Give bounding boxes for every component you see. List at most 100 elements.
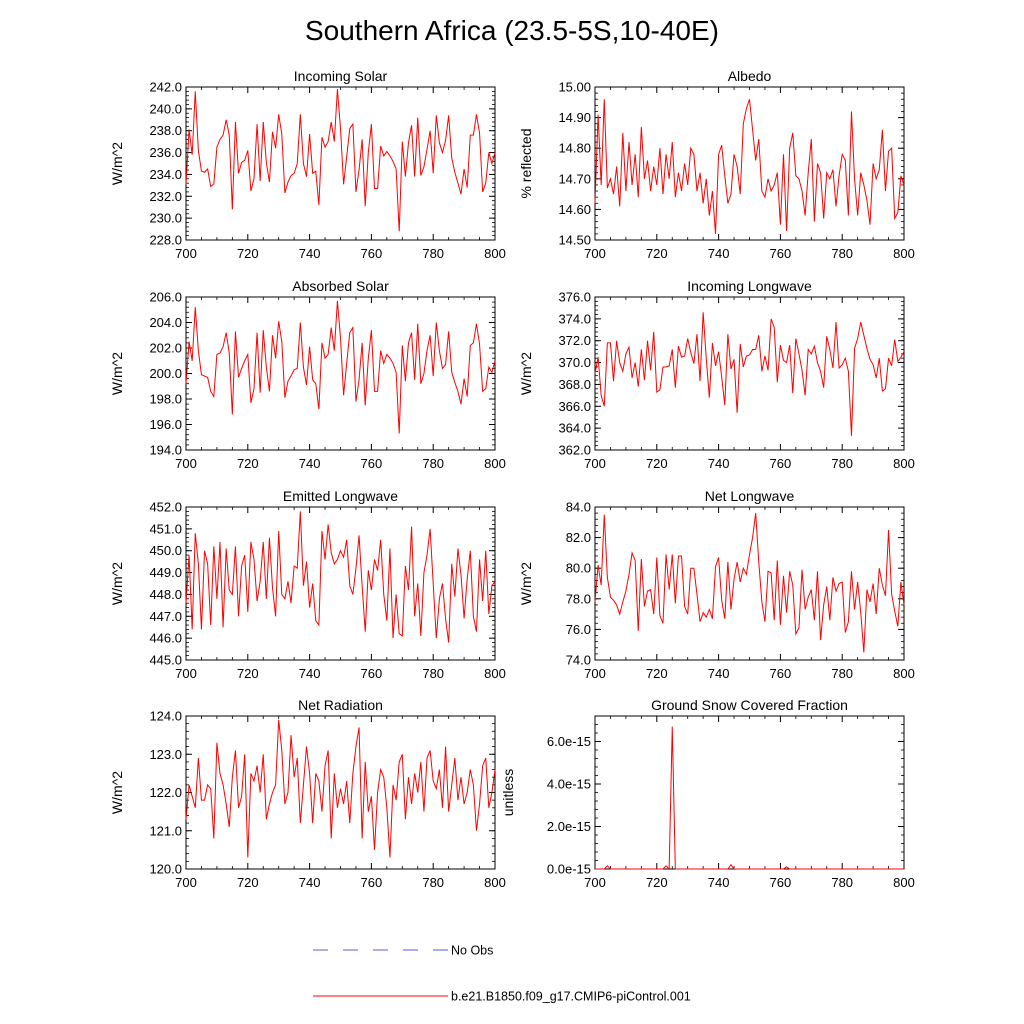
x-tick-label: 760: [361, 246, 383, 261]
x-tick-label: 740: [708, 666, 730, 681]
x-tick-label: 720: [646, 875, 668, 890]
series-line-ground-snow-covered-fraction: [595, 726, 904, 871]
y-axis-label: W/m^2: [518, 562, 534, 605]
x-tick-label: 720: [646, 246, 668, 261]
y-tick-label: 448.0: [149, 587, 182, 602]
series-line-net-radiation: [185, 719, 496, 858]
plot-frame: [594, 296, 905, 451]
y-tick-label: 2.0e-15: [547, 819, 591, 834]
y-tick-label: 228.0: [149, 233, 182, 248]
y-tick-label: 120.0: [149, 862, 182, 877]
panel-title: Emitted Longwave: [283, 488, 398, 504]
series-line-net-longwave: [594, 513, 905, 653]
x-tick-label: 740: [708, 246, 730, 261]
y-tick-label: 446.0: [149, 631, 182, 646]
y-tick-label: 374.0: [558, 311, 591, 326]
x-tick-label: 700: [175, 875, 197, 890]
y-axis-label: unitless: [500, 769, 516, 816]
panel-absorbed-solar: Absorbed Solar 700 720 740 760 780 800 194.0 196…: [109, 278, 506, 471]
y-axis-label: W/m^2: [109, 352, 125, 395]
y-tick-label: 194.0: [149, 443, 182, 458]
x-tick-label: 720: [237, 875, 259, 890]
y-tick-label: 80.0: [566, 561, 591, 576]
y-tick-label: 238.0: [149, 123, 182, 138]
panel-title: Ground Snow Covered Fraction: [651, 697, 848, 713]
plot-frame: [185, 715, 496, 870]
legend-label-model: b.e21.B1850.f09_g17.CMIP6-piControl.001: [451, 990, 691, 1004]
y-tick-label: 14.90: [558, 110, 591, 125]
x-tick-label: 700: [175, 666, 197, 681]
x-tick-label: 700: [584, 246, 606, 261]
x-tick-label: 780: [831, 875, 853, 890]
y-tick-label: 451.0: [149, 521, 182, 536]
y-tick-label: 450.0: [149, 543, 182, 558]
x-tick-label: 720: [646, 666, 668, 681]
y-tick-label: 78.0: [566, 591, 591, 606]
y-tick-label: 232.0: [149, 189, 182, 204]
x-tick-label: 780: [831, 666, 853, 681]
x-tick-label: 740: [708, 875, 730, 890]
x-tick-label: 760: [361, 456, 383, 471]
panel-title: Net Longwave: [705, 488, 795, 504]
series-line-absorbed-solar: [185, 300, 496, 434]
panels: Incoming Solar 700 720 740 760 780 800 228.0 230…: [109, 68, 915, 890]
panel-albedo: Albedo 700 720 740 760 780 800 14.50 14.60 14.70 1…: [518, 68, 915, 261]
x-tick-label: 800: [484, 456, 506, 471]
y-tick-label: 240.0: [149, 101, 182, 116]
x-tick-label: 720: [237, 246, 259, 261]
y-tick-label: 202.0: [149, 341, 182, 356]
y-axis-label: W/m^2: [518, 352, 534, 395]
x-tick-label: 760: [770, 456, 792, 471]
plot-frame: [185, 86, 496, 241]
y-tick-label: 362.0: [558, 443, 591, 458]
y-tick-label: 206.0: [149, 290, 182, 305]
y-tick-label: 15.00: [558, 80, 591, 95]
x-tick-label: 800: [893, 666, 915, 681]
x-tick-label: 780: [422, 666, 444, 681]
x-tick-label: 740: [299, 875, 321, 890]
y-tick-label: 124.0: [149, 709, 182, 724]
x-tick-label: 800: [893, 456, 915, 471]
y-tick-label: 364.0: [558, 421, 591, 436]
x-tick-label: 780: [422, 456, 444, 471]
y-tick-label: 445.0: [149, 653, 182, 668]
x-tick-label: 740: [299, 456, 321, 471]
y-tick-label: 121.0: [149, 823, 182, 838]
panel-title: Absorbed Solar: [292, 278, 389, 294]
x-tick-label: 780: [422, 875, 444, 890]
x-tick-label: 760: [770, 666, 792, 681]
y-tick-label: 4.0e-15: [547, 777, 591, 792]
y-tick-label: 372.0: [558, 333, 591, 348]
panel-title: Albedo: [728, 68, 772, 84]
y-tick-label: 0.0e-15: [547, 862, 591, 877]
x-tick-label: 700: [584, 666, 606, 681]
y-tick-label: 366.0: [558, 399, 591, 414]
plot-frame: [594, 715, 905, 870]
panel-title: Net Radiation: [298, 697, 383, 713]
y-tick-label: 376.0: [558, 290, 591, 305]
x-tick-label: 700: [175, 456, 197, 471]
y-tick-label: 14.60: [558, 202, 591, 217]
x-tick-label: 780: [422, 246, 444, 261]
y-axis-label: W/m^2: [109, 142, 125, 185]
y-tick-label: 123.0: [149, 747, 182, 762]
legend: No Obs b.e21.B1850.f09_g17.CMIP6-piContr…: [313, 944, 691, 1004]
x-tick-label: 700: [175, 246, 197, 261]
panel-emitted-longwave: Emitted Longwave 700 720 740 760 780 800 445.0 4…: [109, 488, 506, 681]
y-tick-label: 230.0: [149, 211, 182, 226]
x-tick-label: 760: [361, 666, 383, 681]
series-line-incoming-solar: [185, 89, 496, 232]
x-tick-label: 740: [708, 456, 730, 471]
y-axis-label: W/m^2: [109, 771, 125, 814]
panel-net-radiation: Net Radiation 700 720 740 760 780 800 120.0 121.…: [109, 697, 506, 890]
plot-frame: [594, 86, 905, 241]
panel-net-longwave: Net Longwave 700 720 740 760 780 800 74.0 76.0 78…: [518, 488, 915, 681]
y-axis-label: % reflected: [518, 128, 534, 198]
y-tick-label: 452.0: [149, 500, 182, 515]
x-tick-label: 720: [237, 456, 259, 471]
y-tick-label: 242.0: [149, 80, 182, 95]
y-tick-label: 76.0: [566, 622, 591, 637]
x-tick-label: 780: [831, 246, 853, 261]
y-tick-label: 236.0: [149, 145, 182, 160]
y-tick-label: 74.0: [566, 653, 591, 668]
